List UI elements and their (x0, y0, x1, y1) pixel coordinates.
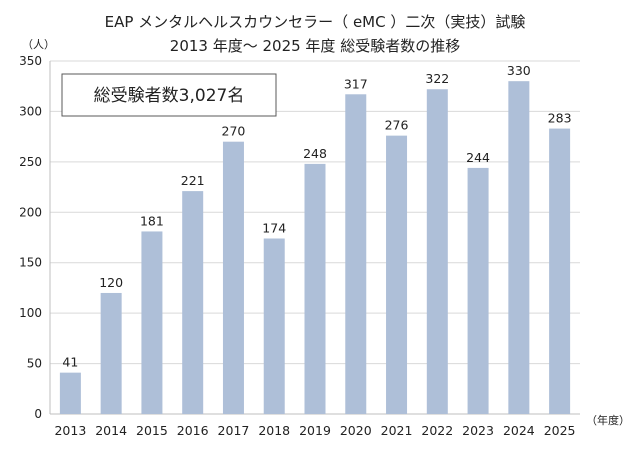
y-tick-label: 350 (19, 54, 42, 68)
data-label: 174 (262, 221, 286, 236)
bar-2021 (386, 135, 408, 415)
bar-2014 (100, 292, 122, 414)
data-label: 330 (507, 63, 531, 78)
total-annotation-text: 総受験者数3,027名 (94, 86, 245, 106)
y-tick-label: 50 (27, 357, 42, 371)
data-label: 283 (548, 111, 572, 126)
y-axis-ticks: 0 50 100 150 200 250 300 350 (19, 54, 42, 421)
y-tick-label: 300 (19, 104, 42, 118)
x-tick-label: 2025 (544, 423, 576, 438)
data-label: 276 (385, 118, 409, 133)
data-labels: 41 120 181 221 270 174 248 317 276 322 244 330 283 (62, 63, 571, 369)
data-label: 181 (140, 213, 164, 228)
y-tick-label: 0 (34, 407, 42, 421)
y-tick-label: 250 (19, 155, 42, 169)
bar-2013 (59, 372, 81, 414)
bar-2018 (263, 238, 285, 414)
total-annotation-box: 総受験者数3,027名 (61, 73, 277, 117)
y-axis-unit-label: （人） (22, 38, 55, 51)
data-label: 221 (181, 173, 205, 188)
x-tick-label: 2023 (462, 423, 494, 438)
x-axis-ticks: 2013 2014 2015 2016 2017 2018 2019 2020 2021 2022… (54, 423, 575, 438)
annotation-frame (61, 73, 277, 117)
y-tick-label: 100 (19, 306, 42, 320)
bar-2020 (345, 94, 367, 414)
bar-2019 (304, 163, 326, 414)
x-tick-label: 2013 (54, 423, 86, 438)
bars (59, 81, 571, 415)
x-tick-label: 2014 (95, 423, 127, 438)
data-label: 41 (62, 355, 78, 370)
y-tick-label: 150 (19, 256, 42, 270)
data-label: 244 (466, 150, 490, 165)
data-label: 270 (222, 124, 246, 139)
x-tick-label: 2022 (421, 423, 453, 438)
chart-title: EAP メンタルヘルスカウンセラー（ eMC ）二次（実技）試験 (105, 13, 526, 31)
chart-subtitle: 2013 年度～ 2025 年度 総受験者数の推移 (170, 37, 460, 55)
data-label: 120 (99, 275, 123, 290)
bar-2017 (222, 141, 244, 414)
data-label: 248 (303, 146, 327, 161)
data-label: 317 (344, 76, 368, 91)
bar-2024 (508, 81, 530, 415)
bar-2015 (141, 231, 163, 414)
x-tick-label: 2015 (136, 423, 168, 438)
bar-2016 (182, 191, 204, 414)
x-tick-label: 2020 (340, 423, 372, 438)
x-tick-label: 2018 (258, 423, 290, 438)
x-tick-label: 2021 (381, 423, 413, 438)
x-axis-unit-label: （年度） (586, 413, 630, 427)
bar-2022 (426, 89, 448, 415)
bar-2025 (549, 128, 571, 414)
x-tick-label: 2016 (177, 423, 209, 438)
y-tick-label: 200 (19, 205, 42, 219)
x-tick-label: 2024 (503, 423, 535, 438)
bar-2023 (467, 167, 489, 414)
x-tick-label: 2019 (299, 423, 331, 438)
x-tick-label: 2017 (218, 423, 250, 438)
data-label: 322 (425, 71, 449, 86)
